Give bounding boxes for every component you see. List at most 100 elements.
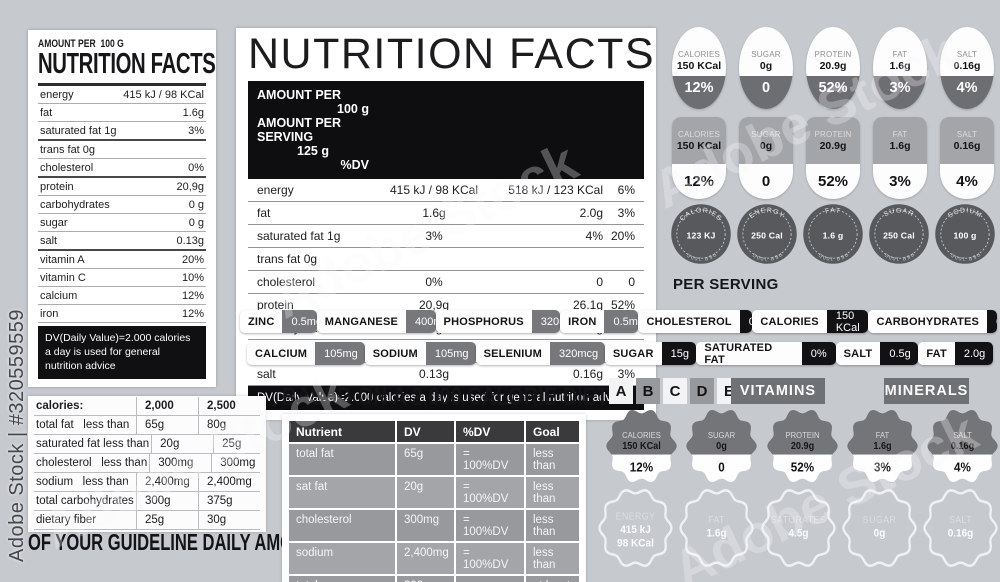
table-row: trans fat 0g bbox=[38, 141, 206, 159]
table-cell: AMOUNT PER bbox=[257, 88, 342, 103]
table-cell: 300mg bbox=[397, 510, 454, 541]
tab-badge: FAT 1.6g 3% bbox=[873, 117, 927, 199]
badge-bottom: 0 bbox=[739, 76, 793, 109]
badge-value: 20.9g bbox=[790, 441, 814, 452]
outline-badge-row: ENERGY 415 kJ 98 KCal FAT 1.6g SATURATES 4.5g S… bbox=[597, 486, 999, 570]
badge-top: SUGAR 0g bbox=[739, 27, 793, 76]
table-cell: energy bbox=[40, 88, 74, 101]
pill-label: SUGAR bbox=[604, 342, 662, 365]
badge-label: SALT bbox=[949, 515, 972, 525]
table-cell: 415 kJ / 98 KCal bbox=[123, 88, 204, 101]
badge-value: 0g bbox=[716, 441, 727, 452]
stamp-dashed-ring bbox=[808, 209, 858, 259]
table-cell: total fat bbox=[289, 444, 395, 475]
tab-badge-row: CALORIES 150 KCal 12% SUGAR 0g 0 PROTEIN 20.9g 5… bbox=[672, 117, 994, 199]
badge-label: CALORIES bbox=[677, 129, 721, 139]
table-cell: 1.6g bbox=[182, 106, 204, 119]
table-cell: 3% bbox=[188, 124, 204, 137]
badge-bottom: 12% bbox=[672, 164, 726, 199]
stock-watermark-id: Adobe Stock | #320559559 bbox=[6, 309, 28, 562]
tab-badge: SALT 0.16g 4% bbox=[940, 117, 994, 199]
outline-shape bbox=[760, 489, 836, 567]
table-cell: 415 kJ / 98 KCal bbox=[389, 183, 479, 198]
badge-bottom: 52% bbox=[806, 76, 860, 109]
center-label-header-bar: AMOUNT PER 100 g AMOUNT PER SERVING 125 g %D… bbox=[248, 81, 644, 180]
table-cell: 2.0g bbox=[579, 206, 603, 221]
table-row: saturated fat less than 20g 25g bbox=[34, 435, 260, 454]
table-row: protein 20,9g bbox=[38, 178, 206, 196]
pill-label: PHOSPHORUS bbox=[435, 310, 532, 333]
vitamin-letter-A: A bbox=[609, 378, 633, 404]
table-cell: saturated fat 1g bbox=[40, 124, 117, 137]
nutrient-pill: SUGAR 15g bbox=[604, 342, 697, 365]
badge-bottom: 4% bbox=[940, 76, 994, 109]
pill-label: CALORIES bbox=[752, 310, 827, 333]
badge-top: SALT 0.16g bbox=[940, 117, 994, 164]
table-row: sugar 0 g bbox=[38, 214, 206, 232]
table-cell: less than bbox=[526, 444, 579, 475]
badge-label: PROTEIN bbox=[814, 129, 852, 139]
daily-amount-card: calories: 2,000 2,500 total fat less than 65… bbox=[28, 396, 266, 532]
calorie-diet-heading-text: BASED ON A 2,000 CALORIE DIET bbox=[282, 383, 609, 411]
table-cell: 0 g bbox=[188, 216, 204, 229]
table-cell: sugar bbox=[40, 216, 68, 229]
outline-shape bbox=[923, 489, 998, 567]
table-cell: sodium less than bbox=[36, 476, 129, 488]
table-cell: calories: bbox=[36, 400, 84, 412]
pill-value: 0.5mg bbox=[282, 310, 317, 333]
wavy-badge-row: CALORIES 150 KCal 12% SUGAR 0g 0 PROTEIN 20.9g 5… bbox=[605, 407, 999, 485]
stamp-dashed-ring bbox=[742, 209, 792, 259]
table-cell: trans fat 0g bbox=[257, 252, 318, 267]
badge-value: 150 KCal bbox=[676, 139, 722, 152]
table-row: trans fat 0g bbox=[248, 248, 644, 272]
table-cell: dietary fiber bbox=[36, 514, 97, 526]
table-cell: 20g bbox=[397, 477, 454, 508]
badge-value: 0g bbox=[759, 60, 773, 72]
table-cell: calcium bbox=[40, 289, 78, 302]
table-cell: cholesterol bbox=[40, 161, 94, 174]
table-cell: cholesterol bbox=[289, 510, 395, 541]
table-row: total fat 65g = 100%DV less than bbox=[289, 444, 579, 475]
badge-percent: 0 bbox=[719, 460, 726, 474]
table-cell: = 100%DV bbox=[456, 477, 524, 508]
stamp-sub: PER 100G bbox=[949, 251, 981, 262]
table-cell: = 100%DV bbox=[456, 543, 524, 574]
stamp-dashed-ring bbox=[874, 209, 924, 259]
left-label-title-text: NUTRITION FACTS bbox=[38, 48, 216, 80]
pill-label: IRON bbox=[560, 310, 605, 333]
table-row: cholesterol 300mg = 100%DV less than bbox=[289, 510, 579, 541]
table-cell: 10% bbox=[181, 271, 204, 284]
outline-shape bbox=[598, 489, 673, 567]
stamp-dashed-ring bbox=[940, 209, 990, 259]
pill-value: 105mg bbox=[425, 342, 476, 365]
stamp-value: 250 Cal bbox=[883, 230, 915, 240]
table-row: iron 12% bbox=[38, 305, 206, 323]
badge-top: PROTEIN 20.9g bbox=[806, 27, 860, 76]
table-cell: 20% bbox=[610, 229, 635, 244]
table-cell: less than bbox=[526, 543, 579, 574]
table-cell: AMOUNT PER SERVING bbox=[257, 116, 342, 145]
stamp-value: 250 Cal bbox=[751, 230, 783, 240]
stamp-value: 123 KJ bbox=[686, 230, 715, 240]
badge-label: SALT bbox=[956, 50, 978, 59]
table-row: carbohydrates 0 g bbox=[38, 196, 206, 214]
table-cell: 26.1g bbox=[572, 298, 603, 313]
badge-percent: 52% bbox=[790, 460, 814, 474]
badge-label: PROTEIN bbox=[785, 431, 819, 440]
table-cell: 0.13g bbox=[418, 367, 450, 382]
badge-percent: 4% bbox=[956, 173, 978, 190]
badge-label: FAT bbox=[892, 129, 908, 139]
outline-badge: ENERGY 415 kJ 98 KCal bbox=[598, 489, 673, 567]
nutrient-pill: SATURATED FAT 0% bbox=[696, 342, 836, 365]
badge-bottom: 12% bbox=[672, 76, 726, 109]
table-row: energy 415 kJ / 98 KCal bbox=[38, 86, 206, 104]
daily-amount-table: calories: 2,000 2,500 total fat less than 65… bbox=[34, 397, 260, 530]
table-cell: vitamin A bbox=[40, 253, 85, 266]
badge-value: 4.5g bbox=[788, 528, 808, 539]
table-cell: %DV bbox=[456, 421, 524, 442]
table-row: fat 1.6g 2.0g 3% bbox=[248, 202, 644, 226]
table-cell: 20,9g bbox=[418, 298, 450, 313]
badge-percent: 52% bbox=[817, 173, 849, 190]
